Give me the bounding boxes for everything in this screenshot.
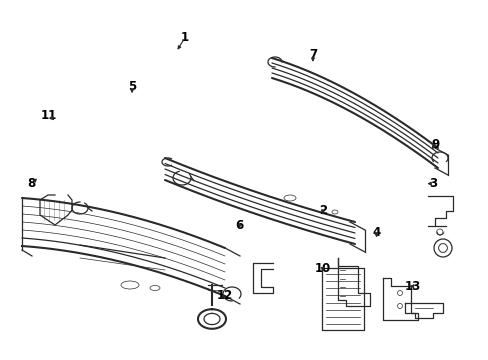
Text: 1: 1 [181, 31, 188, 44]
Text: 5: 5 [128, 80, 136, 93]
Text: 8: 8 [28, 177, 36, 190]
Text: 13: 13 [404, 280, 421, 293]
Text: 4: 4 [372, 226, 380, 239]
Text: 9: 9 [430, 138, 438, 150]
Text: 7: 7 [308, 48, 316, 60]
Text: 10: 10 [314, 262, 330, 275]
Text: 6: 6 [235, 219, 243, 231]
Text: 12: 12 [216, 289, 233, 302]
Text: 11: 11 [41, 109, 57, 122]
Text: 2: 2 [318, 204, 326, 217]
Text: 3: 3 [428, 177, 436, 190]
